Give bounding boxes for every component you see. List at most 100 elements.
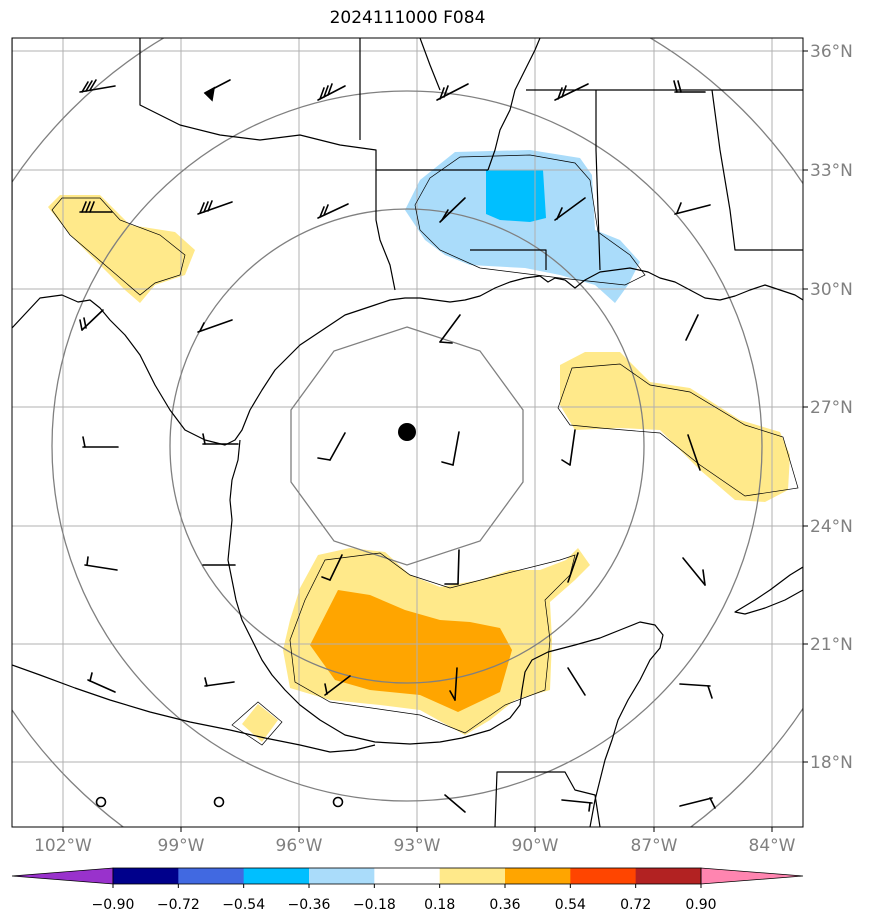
wind-barb — [561, 799, 593, 812]
wind-barb — [567, 552, 579, 583]
lat-label-18: 18°N — [810, 753, 853, 773]
calm-wind-marker — [213, 796, 225, 808]
colorbar-segment — [243, 868, 310, 884]
wind-barb — [679, 683, 713, 699]
colorbar-segment — [374, 868, 441, 884]
wind-barb — [202, 433, 239, 445]
colorbar-segment — [505, 868, 571, 884]
wind-barb — [561, 429, 576, 466]
colorbar-extend-min — [11, 867, 114, 885]
colorbar-extend-max — [700, 867, 804, 885]
colorbar-segment — [309, 868, 375, 884]
wind-barb — [321, 554, 343, 581]
range-ring-1 — [290, 326, 524, 566]
colorbar-tick-label: −0.72 — [157, 897, 200, 913]
lat-label-24: 24°N — [810, 517, 853, 537]
mississippi-river — [487, 38, 541, 171]
shade-yellow-pacific — [242, 704, 278, 742]
coastlines-borders — [12, 38, 803, 827]
wind-barb — [682, 557, 706, 586]
lon-label-102: 102°W — [34, 836, 92, 856]
colorbar-tick-label: 0.54 — [555, 897, 586, 913]
louisiana-state-line — [375, 170, 396, 291]
lon-ticks — [62, 827, 773, 832]
calm-wind-marker — [332, 796, 344, 808]
colorbar: −0.90 −0.72 −0.54 −0.36 −0.18 0.18 0.36 0.54 0.7… — [11, 867, 804, 913]
wind-barb — [82, 436, 119, 448]
wind-barb — [441, 431, 460, 466]
mexico-east-coastline — [227, 439, 664, 827]
contour-outlines — [51, 154, 799, 746]
wind-barb — [449, 667, 458, 701]
wind-barb — [685, 314, 699, 341]
lat-labels: 36°N 33°N 30°N 27°N 24°N 21°N 18°N — [810, 42, 853, 773]
wind-barb — [567, 667, 586, 696]
map-title: 2024111000 F084 — [329, 8, 486, 28]
wind-barb — [687, 434, 701, 471]
lat-label-33: 33°N — [810, 161, 853, 181]
wind-barb — [317, 203, 349, 219]
shade-lightblue-mississippi — [405, 150, 640, 303]
colorbar-tick-label: 0.18 — [424, 897, 455, 913]
lon-label-87: 87°W — [631, 836, 678, 856]
oklahoma-line — [12, 38, 377, 210]
colorbar-segment — [178, 868, 245, 884]
lon-label-90: 90°W — [512, 836, 559, 856]
lon-label-84: 84°W — [749, 836, 796, 856]
range-ring-2 — [169, 208, 645, 684]
wind-barb — [554, 197, 586, 221]
north-border — [419, 38, 441, 91]
calm-wind-marker — [95, 796, 107, 808]
us-gulf-coastline — [12, 267, 803, 446]
wind-barb — [87, 672, 116, 693]
georgia-line — [711, 89, 803, 251]
wind-barb — [317, 83, 346, 101]
alabama-line — [595, 90, 601, 271]
map-frame — [11, 37, 804, 828]
colorbar-segment — [570, 868, 637, 884]
wind-barb — [444, 794, 466, 813]
wind-barb — [197, 200, 233, 215]
colorbar-tick-label: −0.36 — [288, 897, 331, 913]
lat-ticks — [803, 50, 808, 763]
wind-barb — [439, 197, 466, 223]
wind-barb — [674, 202, 711, 215]
wind-barb — [679, 797, 716, 809]
lat-label-21: 21°N — [810, 635, 853, 655]
lon-labels: 102°W 99°W 96°W 93°W 90°W 87°W 84°W — [34, 836, 796, 856]
colorbar-tick-label: −0.54 — [222, 897, 265, 913]
wind-barb — [79, 79, 116, 93]
shaded-areas — [48, 150, 790, 742]
colorbar-tick-label: −0.90 — [92, 897, 135, 913]
wind-barb — [203, 79, 231, 102]
wind-barb — [436, 83, 469, 101]
wind-barb — [84, 556, 118, 571]
guatemala-belize-border — [494, 771, 601, 827]
cuba-coastline — [734, 566, 803, 615]
lon-label-93: 93°W — [394, 836, 441, 856]
wind-barb — [324, 675, 351, 696]
shade-orange-bay-campeche — [310, 590, 512, 712]
mexico-pacific-coastline — [12, 664, 376, 753]
colorbar-segment — [439, 868, 506, 884]
colorbar-tick-label: 0.36 — [489, 897, 520, 913]
lat-label-36: 36°N — [810, 42, 853, 62]
mississippi-state-line — [470, 249, 547, 270]
colorbar-labels: −0.90 −0.72 −0.54 −0.36 −0.18 0.18 0.36 0.54 0.7… — [92, 884, 717, 913]
wind-barb — [204, 677, 235, 687]
colorbar-tick-label: −0.18 — [353, 897, 396, 913]
lon-label-99: 99°W — [158, 836, 205, 856]
colorbar-frame — [112, 867, 702, 885]
shade-blue-mississippi — [486, 170, 546, 222]
wind-barb — [444, 549, 460, 585]
range-ring-3 — [51, 90, 763, 802]
colorbar-segment — [635, 868, 702, 884]
lat-label-27: 27°N — [810, 398, 853, 418]
wind-barb — [439, 314, 461, 344]
lon-label-96: 96°W — [276, 836, 323, 856]
wind-barb — [197, 319, 233, 333]
colorbar-tick-label: 0.90 — [685, 897, 716, 913]
shade-yellow-north-texas — [48, 195, 195, 303]
graticule — [12, 38, 803, 827]
